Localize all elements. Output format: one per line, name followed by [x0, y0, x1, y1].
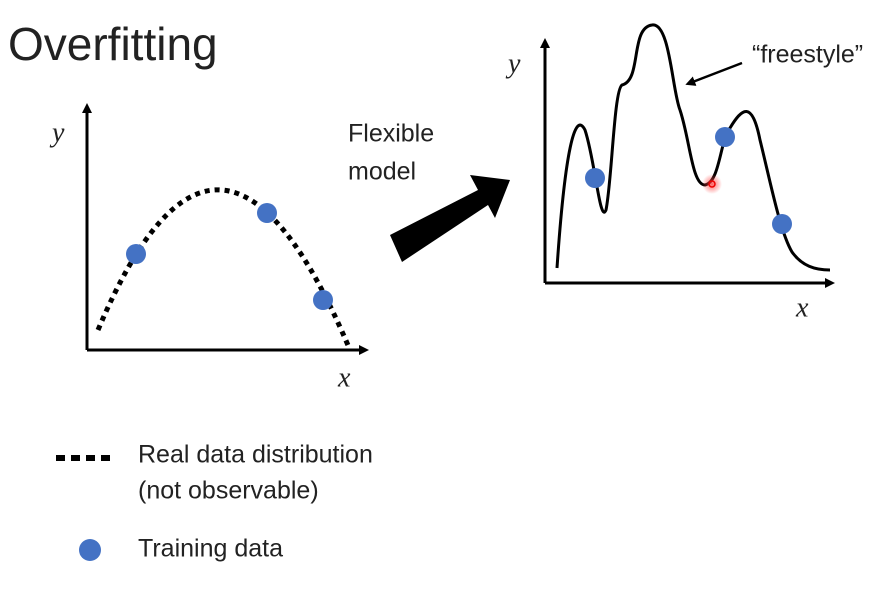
cursor [708, 180, 716, 188]
training-point [313, 290, 333, 310]
x-label: x [337, 362, 351, 393]
cursor-glow [702, 174, 722, 194]
big-arrow [390, 175, 510, 262]
x-label: x [795, 292, 809, 323]
legend-label: Real data distribution [138, 441, 373, 469]
training-point [585, 168, 605, 188]
title: Overfitting [8, 18, 218, 70]
legend-dot [79, 539, 101, 561]
y-label: y [505, 48, 521, 79]
y-label: y [49, 117, 65, 148]
annotation-arrow [685, 61, 743, 86]
training-point [715, 127, 735, 147]
training-point [772, 214, 792, 234]
training-point [257, 203, 277, 223]
right-plot: y x “freestyle” [505, 23, 863, 323]
training-point [126, 244, 146, 264]
legend-label: Training data [138, 535, 283, 563]
annotation: “freestyle” [752, 41, 863, 69]
transition-text: Flexible [348, 120, 434, 148]
left-plot: y x [49, 103, 369, 393]
real-distribution [95, 187, 353, 351]
transition-text: model [348, 158, 416, 186]
legend-sublabel: (not observable) [138, 477, 319, 505]
legend: Real data distribution (not observable) … [56, 441, 373, 563]
